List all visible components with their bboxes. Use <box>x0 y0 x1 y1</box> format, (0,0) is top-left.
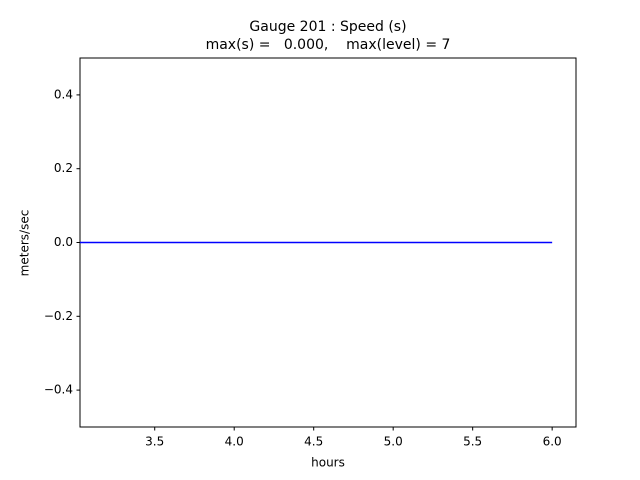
y-tick-label: 0.4 <box>54 87 73 101</box>
x-tick-label: 6.0 <box>543 435 562 449</box>
x-tick-label: 5.0 <box>384 435 403 449</box>
y-tick-label: −0.2 <box>44 309 73 323</box>
chart-subtitle: max(s) = 0.000, max(level) = 7 <box>206 37 451 53</box>
y-tick-label: 0.0 <box>54 235 73 249</box>
x-tick-label: 3.5 <box>145 435 164 449</box>
y-axis-label: meters/sec <box>18 210 32 277</box>
x-tick-label: 4.5 <box>304 435 323 449</box>
y-tick-label: 0.2 <box>54 161 73 175</box>
x-axis-label: hours <box>311 456 345 470</box>
x-tick-label: 4.0 <box>225 435 244 449</box>
x-tick-label: 5.5 <box>463 435 482 449</box>
chart-title: Gauge 201 : Speed (s) <box>249 19 406 35</box>
y-tick-label: −0.4 <box>44 383 73 397</box>
